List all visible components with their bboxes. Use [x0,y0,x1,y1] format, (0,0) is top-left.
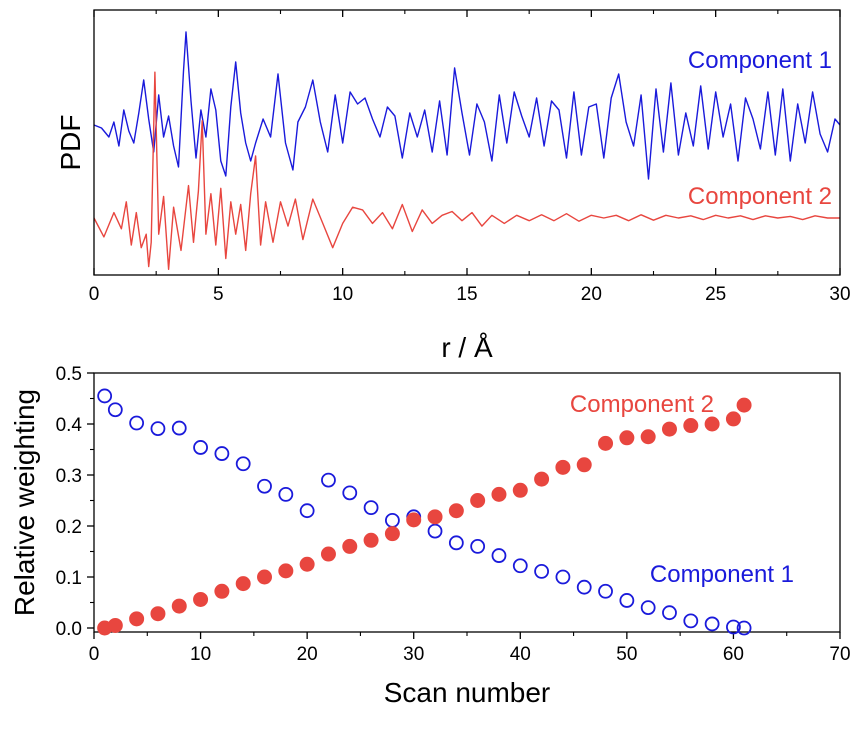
pdf-x-tick-label: 25 [705,284,726,305]
component-1-point [491,548,507,563]
component-1-point [683,613,699,629]
pdf-x-tick-label: 0 [89,284,100,305]
component-1-point [736,620,752,636]
pdf-series-2-label: Component 2 [688,183,832,210]
component-2-point [257,569,273,585]
component-2-point [683,418,699,434]
component-2-point [406,512,422,528]
component-2-point [342,538,358,554]
pdf-x-tick-label: 10 [332,284,353,305]
component-2-point [299,556,315,572]
pdf-x-tick-label: 5 [213,284,224,305]
pdf-x-tick-label: 15 [456,284,477,305]
weighting-x-tick-label: 20 [297,644,318,665]
component-2-point [619,430,635,446]
component-1-point [640,600,656,615]
component-1-point [342,485,358,501]
component-2-point [470,493,486,508]
weighting-y-tick-label: 0.0 [56,619,82,640]
component-1-point [726,619,741,635]
component-1-point [512,558,528,574]
weighting-x-tick-label: 40 [510,644,531,665]
weighting-y-tick-label: 0.2 [56,517,82,538]
weighting-panel: 0 10 20 30 40 50 60 70 0.0 0.1 0.2 0.3 0.4 0.5 Scan nu… [9,364,851,708]
pdf-series-1-label: Component 1 [688,47,832,74]
component-1-point [299,503,315,519]
pdf-y-axis-title: PDF [55,115,86,171]
component-1-point [704,616,720,632]
weighting-x-tick-label: 30 [403,644,424,665]
component-2-point [534,471,550,487]
weighting-x-tick-label: 0 [89,644,100,665]
component-2-point [150,606,166,622]
component-1-point [257,478,272,494]
component-1-point [129,415,145,431]
component-2-point [725,411,741,427]
component-2-point [598,435,614,451]
component-2-point [661,421,677,437]
component-1-point [171,420,187,436]
component-2-point [736,397,752,413]
component-2-point [235,576,251,592]
weighting-x-tick-label: 50 [616,644,637,665]
component-1-point [278,486,294,502]
component-2-point [193,591,209,607]
component-1-point [598,583,613,599]
weighting-y-tick-label: 0.1 [56,568,82,589]
weighting-x-tick-label: 10 [190,644,211,665]
pdf-panel: 0 5 10 15 20 25 30 r / Å PDF Component 1 Component… [55,9,851,363]
component-1-point [107,402,123,418]
weighting-series-2-label: Component 2 [570,391,714,418]
component-2-point [214,583,230,599]
weighting-y-axis-title: Relative weighting [9,389,40,616]
component-1-point [662,605,677,621]
component-2-point [129,611,145,627]
component-2-point [576,457,592,473]
pdf-x-axis-title: r / Å [441,332,493,363]
component-1-point [321,472,336,488]
component-2-point [107,617,123,633]
component-1-point [534,563,549,579]
component-2-point [363,532,379,548]
component-2-point [704,416,720,432]
component-1-point [576,579,592,595]
component-1-point [555,569,571,585]
component-1-point [363,500,379,516]
component-2-point [427,509,443,525]
component-2-point [448,503,464,519]
pdf-x-tick-label: 20 [581,284,602,305]
pdf-series-2-line [93,71,840,270]
weighting-x-tick-label: 60 [723,644,744,665]
weighting-x-tick-label: 70 [829,644,850,665]
weighting-x-axis-title: Scan number [384,677,551,708]
component-2-point [278,563,294,579]
weighting-y-tick-label: 0.4 [56,415,83,436]
component-2-point [320,546,336,562]
component-1-point [97,388,113,404]
component-1-point [150,421,166,436]
weighting-series-1-label: Component 1 [650,561,794,588]
weighting-y-tick-label: 0.3 [56,466,82,487]
component-1-point [619,593,635,608]
pdf-series-1-line [93,31,841,180]
component-2-point [512,482,528,498]
pdf-x-tick-label: 30 [829,284,850,305]
component-2-point [491,486,507,502]
component-1-point [448,535,464,551]
component-2-point [555,459,571,475]
component-1-point [470,539,486,554]
component-2-point [171,598,187,614]
component-1-point [193,440,208,455]
component-1-point [384,512,400,528]
component-1-point [214,446,230,461]
component-2-point [384,526,400,542]
weighting-plot-frame [93,372,841,633]
component-1-point [427,523,443,539]
weighting-y-tick-label: 0.5 [56,364,82,385]
component-1-point [235,456,251,472]
component-2-point [640,429,656,445]
